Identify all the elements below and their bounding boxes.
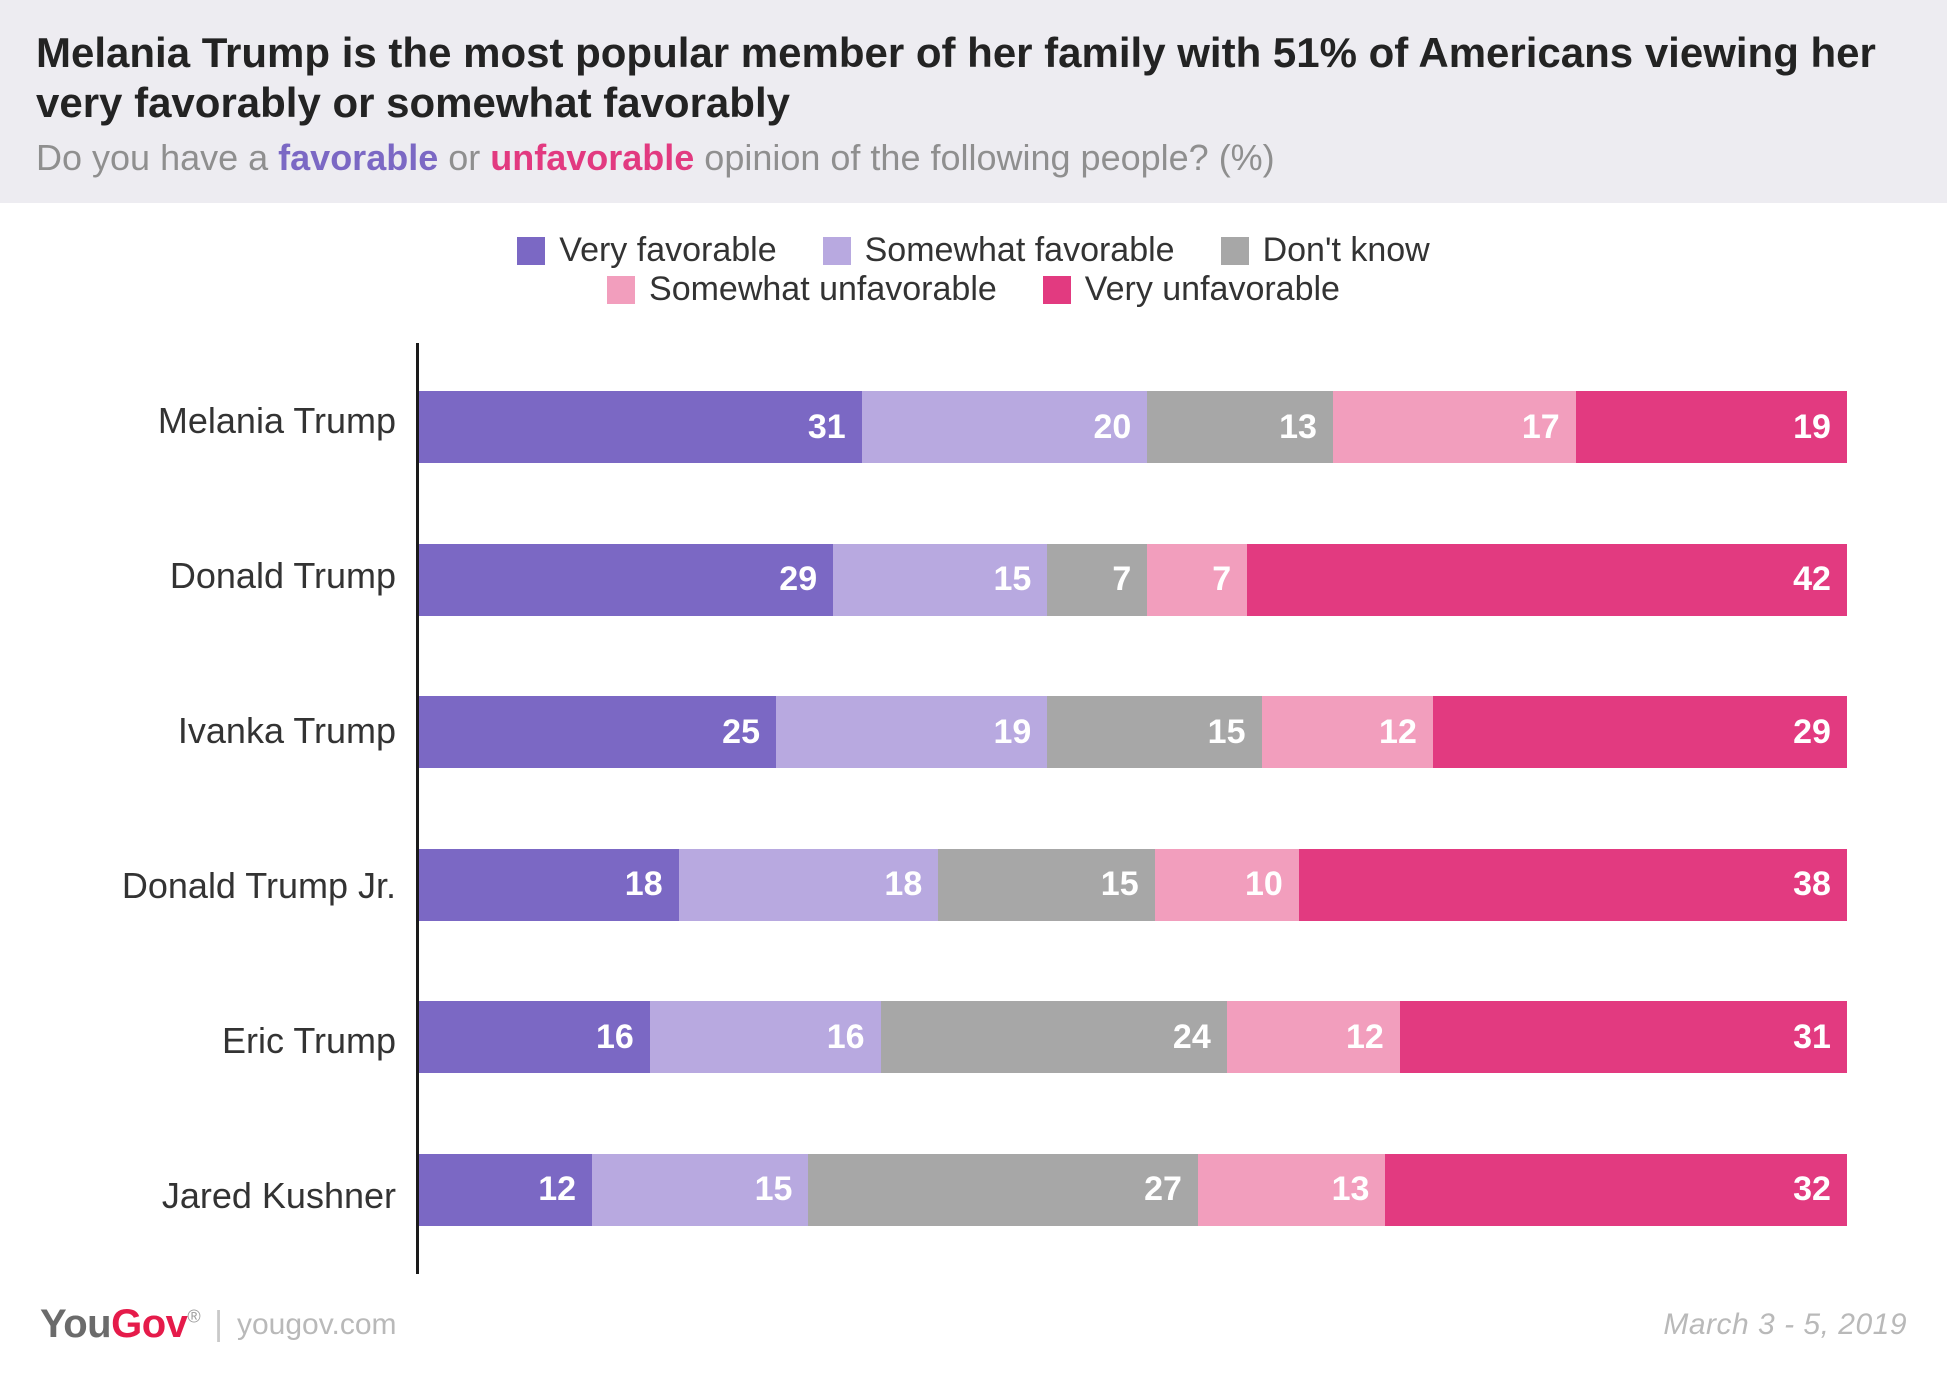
- legend-swatch: [607, 276, 635, 304]
- bar-segment: 15: [1047, 696, 1261, 768]
- legend-item: Somewhat favorable: [823, 231, 1175, 270]
- y-axis-label: Donald Trump Jr.: [122, 850, 396, 922]
- chart-container: Melania Trump is the most popular member…: [0, 0, 1947, 1377]
- chart-area: Melania Trump Donald Trump Ivanka Trump Don…: [0, 323, 1947, 1284]
- bar-segment: 7: [1147, 544, 1247, 616]
- y-axis-label: Eric Trump: [222, 1005, 396, 1077]
- bar-segment: 29: [1433, 696, 1847, 768]
- legend-item: Don't know: [1221, 231, 1430, 270]
- subtitle-unfavorable: unfavorable: [490, 137, 694, 178]
- legend-label: Very unfavorable: [1085, 270, 1340, 309]
- chart-title: Melania Trump is the most popular member…: [36, 28, 1911, 127]
- brand-separator: |: [214, 1305, 223, 1344]
- y-axis-label: Jared Kushner: [162, 1160, 396, 1232]
- bar-segment: 12: [1227, 1001, 1400, 1073]
- chart-legend: Very favorable Somewhat favorable Don't kn…: [0, 203, 1947, 323]
- bar-segment: 12: [419, 1154, 592, 1226]
- legend-label: Somewhat favorable: [865, 231, 1175, 270]
- subtitle-favorable: favorable: [278, 137, 438, 178]
- legend-item: Somewhat unfavorable: [607, 270, 997, 309]
- bar-segment: 19: [1576, 391, 1847, 463]
- legend-item: Very unfavorable: [1043, 270, 1340, 309]
- legend-swatch: [1043, 276, 1071, 304]
- bar-segment: 29: [419, 544, 833, 616]
- bar-segment: 24: [881, 1001, 1227, 1073]
- subtitle-pre: Do you have a: [36, 137, 278, 178]
- legend-row-1: Very favorable Somewhat favorable Don't kn…: [60, 231, 1887, 270]
- bar-segment: 18: [419, 849, 679, 921]
- bars-column: 3120131719291577422519151229181815103816…: [416, 343, 1847, 1274]
- bar-segment: 10: [1155, 849, 1299, 921]
- legend-item: Very favorable: [517, 231, 776, 270]
- legend-swatch: [1221, 237, 1249, 265]
- bar-segment: 15: [938, 849, 1154, 921]
- bar-row: 3120131719: [419, 391, 1847, 463]
- bar-row: 1616241231: [419, 1001, 1847, 1073]
- bar-segment: 18: [679, 849, 939, 921]
- bar-segment: 13: [1198, 1154, 1386, 1226]
- legend-label: Don't know: [1263, 231, 1430, 270]
- brand-logo: YouGov®: [40, 1302, 200, 1347]
- y-axis-labels: Melania Trump Donald Trump Ivanka Trump Don…: [36, 343, 416, 1274]
- legend-label: Very favorable: [559, 231, 776, 270]
- bar-segment: 32: [1385, 1154, 1847, 1226]
- bar-segment: 42: [1247, 544, 1847, 616]
- bar-row: 1818151038: [419, 849, 1847, 921]
- brand-block: YouGov® | yougov.com: [40, 1302, 397, 1347]
- y-axis-label: Donald Trump: [170, 540, 396, 612]
- bar-segment: 15: [833, 544, 1047, 616]
- bar-segment: 7: [1047, 544, 1147, 616]
- bar-row: 29157742: [419, 544, 1847, 616]
- chart-header: Melania Trump is the most popular member…: [0, 0, 1947, 203]
- subtitle-post: opinion of the following people? (%): [694, 137, 1274, 178]
- bar-segment: 38: [1299, 849, 1847, 921]
- bar-segment: 31: [1400, 1001, 1847, 1073]
- bar-segment: 17: [1333, 391, 1576, 463]
- y-axis-label: Ivanka Trump: [178, 695, 396, 767]
- subtitle-mid: or: [438, 137, 490, 178]
- bar-segment: 15: [592, 1154, 808, 1226]
- legend-swatch: [823, 237, 851, 265]
- bar-segment: 16: [650, 1001, 881, 1073]
- date-range: March 3 - 5, 2019: [1663, 1308, 1907, 1342]
- brand-gov: Gov: [111, 1302, 187, 1346]
- bar-row: 1215271332: [419, 1154, 1847, 1226]
- legend-label: Somewhat unfavorable: [649, 270, 997, 309]
- brand-you: You: [40, 1302, 111, 1346]
- bar-row: 2519151229: [419, 696, 1847, 768]
- bar-segment: 12: [1262, 696, 1433, 768]
- bar-segment: 25: [419, 696, 776, 768]
- chart-footer: YouGov® | yougov.com March 3 - 5, 2019: [0, 1284, 1947, 1377]
- bar-segment: 13: [1147, 391, 1333, 463]
- legend-swatch: [517, 237, 545, 265]
- bar-segment: 20: [862, 391, 1148, 463]
- bar-segment: 19: [776, 696, 1047, 768]
- bar-segment: 27: [808, 1154, 1197, 1226]
- bar-segment: 16: [419, 1001, 650, 1073]
- y-axis-label: Melania Trump: [158, 385, 396, 457]
- brand-tm: ®: [187, 1307, 200, 1327]
- bar-segment: 31: [419, 391, 862, 463]
- legend-row-2: Somewhat unfavorable Very unfavorable: [60, 270, 1887, 309]
- chart-subtitle: Do you have a favorable or unfavorable o…: [36, 137, 1911, 179]
- brand-url: yougov.com: [237, 1308, 397, 1342]
